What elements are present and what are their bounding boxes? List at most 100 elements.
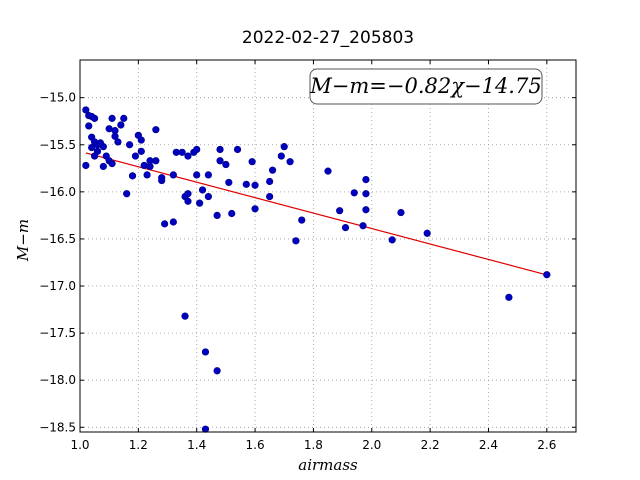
data-point [123,190,131,198]
x-tick-label: 1.8 [304,438,323,452]
data-point [158,174,166,182]
data-point [216,157,224,165]
data-point [137,136,145,144]
data-point [350,189,358,197]
data-point [193,145,201,154]
data-point [359,222,367,230]
data-point [213,367,221,375]
data-point [233,145,242,154]
data-point [280,143,288,151]
data-point [292,237,300,245]
x-tick-label: 2.0 [362,438,381,452]
data-point [198,186,207,194]
data-point [196,199,204,207]
data-point [184,197,192,205]
data-point [341,224,350,232]
data-point [114,138,122,146]
data-point [397,208,405,217]
data-point [225,178,233,187]
data-point [362,190,370,198]
y-axis-label: M−m [14,219,32,262]
data-point [543,271,551,279]
data-point [362,206,370,214]
data-point [298,216,306,224]
data-point [140,161,148,170]
data-point [99,162,107,171]
data-point [90,114,99,122]
data-point [213,211,221,219]
data-point [126,141,134,149]
data-point [201,348,210,356]
data-point [423,229,431,237]
x-tick-label: 1.2 [129,438,148,452]
data-point [152,126,160,134]
x-tick-label: 2.4 [479,438,498,452]
y-tick-label: −18.0 [39,373,76,387]
plot-frame [79,59,577,433]
y-tick-label: −15.5 [39,138,76,152]
data-point [181,312,189,320]
data-point [222,160,230,169]
data-point [242,180,250,188]
data-point [248,158,256,166]
y-tick-label: −15.0 [39,91,76,105]
x-tick-label: 1.0 [70,438,89,452]
data-point [268,166,277,174]
y-tick-label: −17.5 [39,326,76,340]
x-tick-label: 2.2 [421,438,440,452]
y-tick-label: −18.5 [39,420,76,434]
data-point [277,152,285,160]
data-point [266,192,274,201]
data-point [85,122,93,130]
data-point [96,139,105,147]
x-axis-label: airmass [298,456,358,474]
data-point [216,145,224,154]
y-tick-label: −16.0 [39,185,76,199]
data-point [82,161,90,170]
data-point [111,132,119,140]
x-tick-label: 1.6 [246,438,265,452]
data-point [178,148,186,156]
y-tick-label: −17.0 [39,279,76,293]
data-point [266,177,274,186]
data-point [128,172,137,180]
data-point [251,205,259,213]
data-point [324,167,332,175]
data-point [204,192,212,201]
data-point [90,152,99,160]
data-point [251,181,259,189]
data-point [88,143,96,152]
data-point [184,152,192,160]
data-point [152,157,160,165]
data-point [169,218,177,226]
y-tick-label: −16.5 [39,232,76,246]
data-point [184,190,192,198]
data-point [201,425,210,433]
data-point [108,114,116,122]
data-point [108,159,116,168]
fit-line [85,152,547,276]
data-point [362,176,370,184]
fit-equation: M−m=−0.82χ−14.75 [309,74,541,98]
data-point [169,171,177,179]
data-point [131,152,140,160]
data-point [82,106,90,114]
fit-equation-frame [309,68,543,105]
data-point [143,171,151,179]
data-point [286,158,294,166]
data-point [120,114,128,122]
chart-title: 2022-02-27_205803 [242,28,414,48]
data-point [117,121,125,129]
data-point [505,293,513,301]
fit-equation-box: M−m=−0.82χ−14.75 [309,68,543,105]
x-tick-label: 1.4 [187,438,206,452]
data-point [204,171,212,179]
data-points [82,106,551,433]
data-point [137,147,145,155]
data-point [388,236,396,244]
data-point [228,209,236,218]
x-tick-label: 2.6 [537,438,556,452]
data-point [336,207,344,215]
data-point [193,171,201,179]
